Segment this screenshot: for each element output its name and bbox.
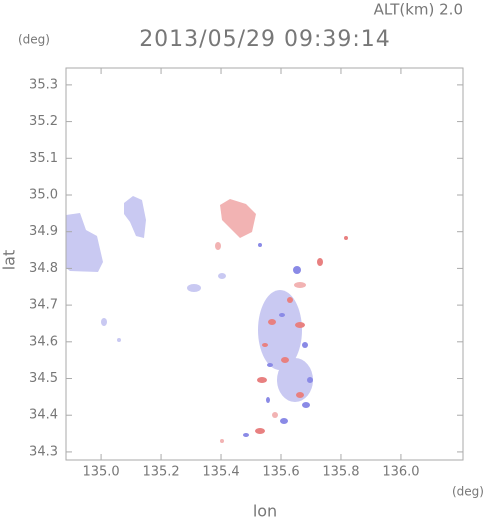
chart-title: 2013/05/29 09:39:14 (139, 27, 391, 52)
x-tick-label: 135.4 (202, 465, 239, 480)
y-tick-label: 34.3 (29, 444, 58, 459)
x-tick-label: 135.8 (322, 465, 359, 480)
y-axis-label: lat (0, 250, 19, 271)
y-tick-label: 35.3 (29, 77, 58, 92)
echo-field (66, 196, 348, 443)
x-tick-label: 136.0 (382, 465, 419, 480)
x-unit: (deg) (452, 485, 484, 499)
y-tick-label: 34.5 (29, 371, 58, 386)
chart-subtitle: ALT(km) 2.0 (374, 1, 463, 19)
y-tick-label: 34.9 (29, 224, 58, 239)
plot-frame (65, 67, 464, 461)
y-tick-label: 34.4 (29, 408, 58, 423)
y-tick-label: 35.2 (29, 114, 58, 129)
y-tick-label: 34.8 (29, 261, 58, 276)
y-tick-label: 34.6 (29, 334, 58, 349)
y-tick-label: 34.7 (29, 298, 58, 313)
y-tick-label: 35.0 (29, 187, 58, 202)
x-tick-label: 135.0 (82, 465, 119, 480)
x-tick-label: 135.6 (262, 465, 299, 480)
y-unit: (deg) (18, 33, 50, 47)
x-axis-label: lon (253, 502, 277, 521)
y-tick-label: 35.1 (29, 151, 58, 166)
x-tick-label: 135.2 (142, 465, 179, 480)
